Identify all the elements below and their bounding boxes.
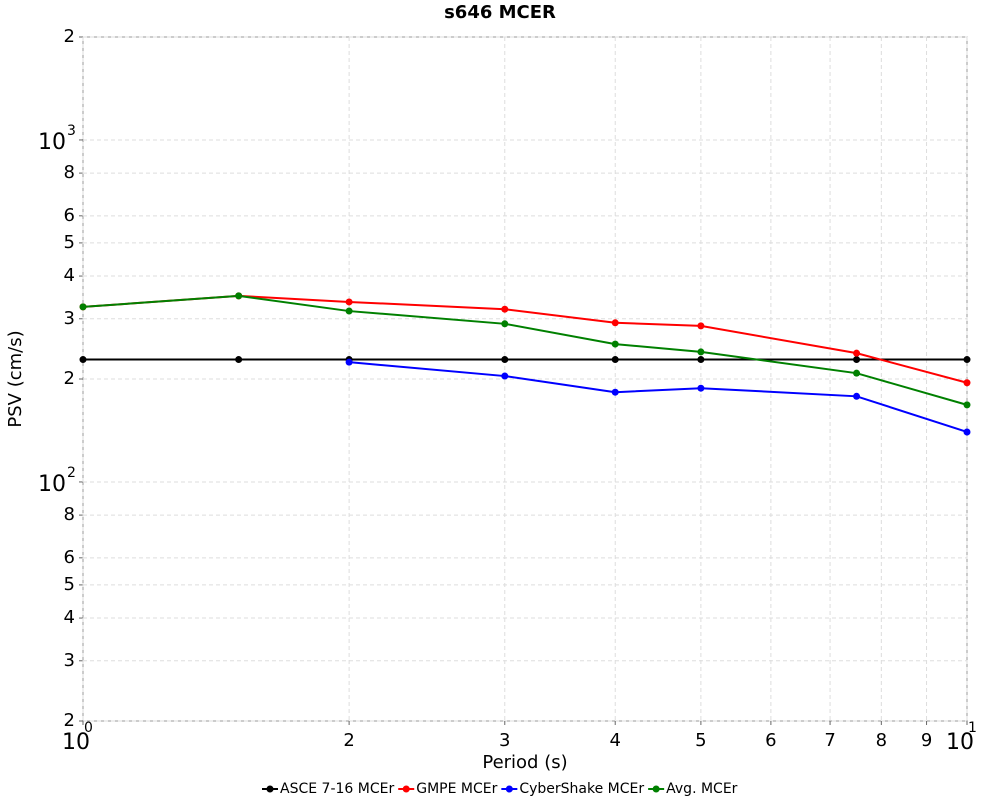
y-tick-label: 4 xyxy=(64,265,75,286)
x-tick-exponent: 1 xyxy=(968,720,977,736)
x-tick-label: 10 xyxy=(62,730,90,755)
data-point xyxy=(235,292,243,300)
data-point xyxy=(611,356,619,364)
legend-marker xyxy=(402,785,410,793)
y-tick-label: 3 xyxy=(64,308,75,329)
data-point xyxy=(853,356,861,364)
y-tick-label: 3 xyxy=(64,650,75,671)
data-point xyxy=(235,356,243,364)
data-point xyxy=(853,349,861,357)
legend-label: ASCE 7-16 MCEr xyxy=(280,781,394,797)
data-point xyxy=(963,428,971,436)
y-tick-label: 8 xyxy=(64,504,75,525)
legend-label: GMPE MCEr xyxy=(416,781,497,797)
data-point xyxy=(963,379,971,387)
chart-title: s646 MCER xyxy=(444,2,556,23)
data-point xyxy=(611,319,619,327)
x-tick-label: 9 xyxy=(921,730,932,751)
y-tick-label: 6 xyxy=(64,205,75,226)
y-tick-exponent: 3 xyxy=(67,123,76,139)
y-tick-label: 8 xyxy=(64,162,75,183)
x-tick-label: 3 xyxy=(499,730,510,751)
legend-label: CyberShake MCEr xyxy=(519,781,644,797)
legend-marker xyxy=(266,785,274,793)
data-point xyxy=(79,356,87,364)
data-point xyxy=(853,369,861,377)
x-tick-label: 8 xyxy=(876,730,887,751)
y-tick-exponent: 2 xyxy=(67,465,76,481)
data-point xyxy=(963,401,971,409)
data-point xyxy=(345,358,353,366)
y-tick-label: 2 xyxy=(64,710,75,731)
data-point xyxy=(853,392,861,400)
x-tick-label: 5 xyxy=(695,730,706,751)
series-line xyxy=(82,294,968,384)
y-tick-label: 5 xyxy=(64,232,75,253)
data-point xyxy=(501,305,509,313)
legend-label: Avg. MCEr xyxy=(666,781,738,797)
data-point xyxy=(611,340,619,348)
x-tick-label: 6 xyxy=(765,730,776,751)
legend-marker xyxy=(505,785,513,793)
x-tick-label: 2 xyxy=(343,730,354,751)
data-point xyxy=(697,384,705,392)
x-tick-exponent: 0 xyxy=(84,720,93,736)
legend-marker xyxy=(652,785,660,793)
series-line xyxy=(349,361,968,433)
y-axis-label: PSV (cm/s) xyxy=(5,330,26,427)
x-tick-label: 4 xyxy=(609,730,620,751)
y-tick-label: 2 xyxy=(64,368,75,389)
y-tick-label: 4 xyxy=(64,607,75,628)
data-point xyxy=(501,372,509,380)
y-tick-label: 2 xyxy=(64,26,75,47)
x-tick-label: 7 xyxy=(824,730,835,751)
series-line xyxy=(82,294,968,406)
x-tick-label: 10 xyxy=(946,730,974,755)
data-point xyxy=(501,320,509,328)
data-point xyxy=(611,388,619,396)
y-tick-label: 6 xyxy=(64,547,75,568)
y-tick-label: 10 xyxy=(38,130,66,155)
y-tick-label: 5 xyxy=(64,574,75,595)
data-point xyxy=(345,307,353,315)
data-point xyxy=(345,298,353,306)
data-point xyxy=(697,356,705,364)
data-point xyxy=(697,322,705,330)
data-point xyxy=(697,348,705,356)
data-point xyxy=(963,356,971,364)
data-point xyxy=(79,303,87,311)
data-point xyxy=(501,356,509,364)
y-tick-label: 10 xyxy=(38,472,66,497)
x-axis-label: Period (s) xyxy=(482,752,567,773)
